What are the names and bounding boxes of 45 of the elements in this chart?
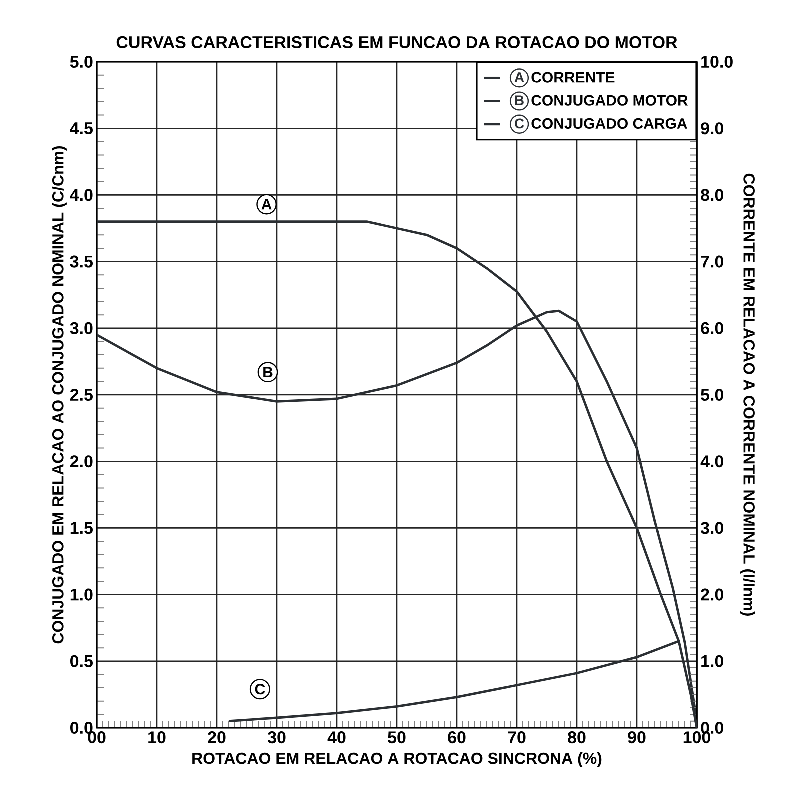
y-tick-label: 3.5 <box>70 256 93 268</box>
y-tick-label: 0.0 <box>70 722 93 734</box>
y-tick-label: 2.0 <box>70 456 93 468</box>
y-tick-label: 5.0 <box>70 56 93 68</box>
text: B <box>515 96 524 106</box>
x-tick-label: 50 <box>388 732 406 744</box>
y2-tick-label: 3.0 <box>700 522 724 534</box>
y2-tick-label: 5.0 <box>701 388 724 402</box>
y2-axis-title: CORRENTE EM RELACAO A CORRENTE NOMINAL (I/Inm) <box>740 174 756 616</box>
x-tick-label: 70 <box>508 732 526 744</box>
y-tick-label: 0.5 <box>70 655 93 668</box>
annotation: B <box>264 367 273 378</box>
text: C <box>515 118 524 129</box>
y2-tick-label: 1.0 <box>702 655 724 668</box>
y-tick-label: 1.0 <box>70 588 93 601</box>
y-tick-label: 4.0 <box>70 189 93 202</box>
x-tick-label: 00 <box>88 732 106 744</box>
x-tick-label: 80 <box>568 732 586 744</box>
x-axis-title: ROTACAO EM RELACAO A ROTACAO SINCRONA (%) <box>192 752 602 768</box>
annotation: C <box>255 684 266 695</box>
x-tick-label: 40 <box>328 732 346 744</box>
chart-title: CURVAS CARACTERISTICAS EM FUNCAO DA ROTACAO DO MOTOR <box>116 36 678 48</box>
x-tick-label: 10 <box>148 732 166 744</box>
y-tick-label: 3.0 <box>70 322 93 334</box>
legend-label: CONJUGADO CARGA <box>532 118 688 130</box>
annotation: A <box>262 199 272 210</box>
x-tick-label: 20 <box>208 732 226 744</box>
y2-tick-label: 7.0 <box>701 256 724 268</box>
legend-label: CONJUGADO MOTOR <box>532 95 688 106</box>
y-axis-title: CONJUGADO EM RELACAO AO CONJUGADO NOMINAL (C/Cnm) <box>52 146 67 644</box>
text: A <box>514 72 524 82</box>
y2-tick-label: 9.0 <box>701 122 724 135</box>
x-tick-label: 60 <box>448 732 466 744</box>
y2-tick-label: 8.0 <box>701 189 724 202</box>
y-tick-label: 2.5 <box>70 388 93 402</box>
x-tick-label: 30 <box>268 732 286 744</box>
y-tick-label: 4.5 <box>70 122 93 135</box>
y2-tick-label: 2.0 <box>701 588 724 601</box>
y-tick-label: 1.5 <box>70 522 93 534</box>
y2-tick-label: 10.0 <box>702 56 733 68</box>
x-tick-label: 90 <box>628 732 646 744</box>
legend-label: CORRENTE <box>532 72 615 83</box>
y2-tick-label: 4.0 <box>700 456 724 468</box>
x-tick-label: 100 <box>684 732 710 744</box>
y2-tick-label: 6.0 <box>701 322 724 334</box>
